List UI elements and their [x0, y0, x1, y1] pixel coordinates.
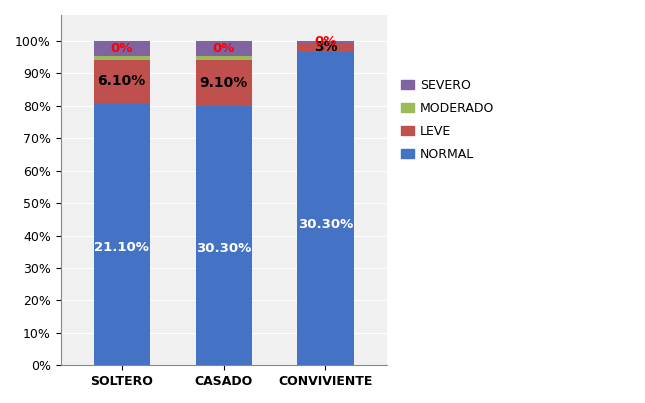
- Bar: [195, 106, 252, 365]
- Bar: [94, 56, 150, 60]
- Legend: SEVERO, MODERADO, LEVE, NORMAL: SEVERO, MODERADO, LEVE, NORMAL: [396, 74, 499, 166]
- Bar: [94, 41, 150, 56]
- Bar: [195, 41, 252, 56]
- Text: 30.30%: 30.30%: [196, 242, 252, 255]
- Bar: [94, 60, 150, 103]
- Bar: [297, 41, 353, 43]
- Text: 0%: 0%: [110, 42, 133, 55]
- Text: 21.10%: 21.10%: [94, 241, 149, 253]
- Text: 0%: 0%: [212, 42, 235, 55]
- Text: 6.10%: 6.10%: [97, 75, 146, 89]
- Text: 3%: 3%: [313, 40, 337, 54]
- Bar: [195, 56, 252, 60]
- Bar: [297, 52, 353, 365]
- Bar: [94, 103, 150, 365]
- Text: 30.30%: 30.30%: [298, 218, 353, 231]
- Text: 0%: 0%: [314, 35, 337, 48]
- Bar: [195, 60, 252, 106]
- Bar: [297, 43, 353, 52]
- Text: 9.10%: 9.10%: [199, 76, 248, 90]
